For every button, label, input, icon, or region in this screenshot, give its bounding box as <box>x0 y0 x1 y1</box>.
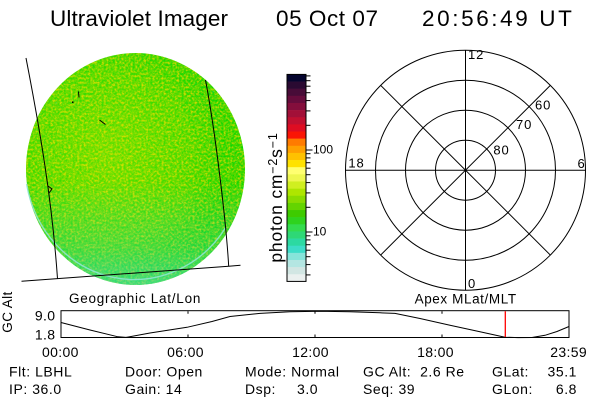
svg-text:Seq: 39: Seq: 39 <box>363 381 415 397</box>
svg-text:Dsp:: Dsp: <box>245 381 276 397</box>
svg-text:23:59: 23:59 <box>550 344 587 360</box>
svg-text:GC Alt: 2.6 Re: GC Alt: 2.6 Re <box>363 364 465 380</box>
svg-text:18: 18 <box>348 156 364 171</box>
svg-text:GC Alt: GC Alt <box>0 291 15 332</box>
svg-text:Flt: LBHL: Flt: LBHL <box>9 364 72 380</box>
svg-text:6: 6 <box>578 156 586 171</box>
svg-text:80: 80 <box>493 143 509 158</box>
svg-text:20:56:49 UT: 20:56:49 UT <box>422 6 574 31</box>
svg-text:12:00: 12:00 <box>292 344 329 360</box>
svg-text:1.8: 1.8 <box>35 326 56 342</box>
svg-text:Mode: Normal: Mode: Normal <box>245 364 340 380</box>
svg-text:photon cm−2s−1: photon cm−2s−1 <box>266 132 286 262</box>
svg-text:IP: 36.0: IP: 36.0 <box>9 381 62 397</box>
svg-text:12: 12 <box>468 47 484 62</box>
svg-text:35.1: 35.1 <box>548 364 577 380</box>
svg-text:Gain: 14: Gain: 14 <box>125 381 182 397</box>
svg-text:GLon:: GLon: <box>492 381 533 397</box>
svg-text:Apex MLat/MLT: Apex MLat/MLT <box>415 292 517 307</box>
svg-text:10: 10 <box>313 225 327 239</box>
svg-text:0: 0 <box>468 276 476 291</box>
svg-text:Door: Open: Door: Open <box>125 364 203 380</box>
svg-text:70: 70 <box>516 117 532 132</box>
svg-text:100: 100 <box>313 143 333 157</box>
svg-text:9.0: 9.0 <box>35 307 56 323</box>
svg-text:GLat:: GLat: <box>492 364 529 380</box>
svg-text:Ultraviolet Imager: Ultraviolet Imager <box>50 6 229 31</box>
svg-text:60: 60 <box>535 97 551 112</box>
svg-text:6.8: 6.8 <box>556 381 577 397</box>
svg-text:Geographic Lat/Lon: Geographic Lat/Lon <box>69 291 201 306</box>
svg-text:00:00: 00:00 <box>42 344 79 360</box>
svg-text:18:00: 18:00 <box>417 344 454 360</box>
svg-text:05 Oct 07: 05 Oct 07 <box>276 6 379 31</box>
svg-text:06:00: 06:00 <box>167 344 204 360</box>
svg-text:3.0: 3.0 <box>297 381 318 397</box>
